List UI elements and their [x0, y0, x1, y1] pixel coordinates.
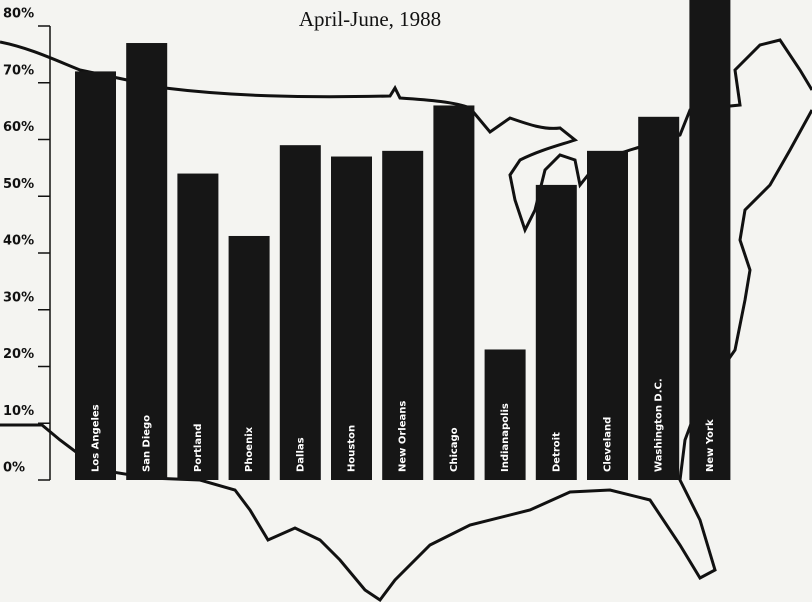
bar-label: Cleveland — [603, 417, 614, 472]
bar-label: New York — [705, 419, 716, 472]
bar — [484, 349, 526, 480]
bar — [75, 71, 116, 481]
y-tick-label: 30% — [3, 290, 34, 305]
bar-label: Washington D.C. — [654, 378, 665, 472]
y-tick-label: 70% — [3, 63, 34, 78]
bar-label: Houston — [347, 425, 358, 472]
bar — [279, 145, 321, 481]
bar — [689, 0, 731, 480]
bar-label: Dallas — [295, 437, 306, 472]
bar — [433, 105, 475, 480]
y-tick-label: 10% — [3, 404, 34, 419]
bar-label: New Orleans — [398, 401, 409, 472]
y-tick-label: 80% — [3, 7, 34, 22]
chart-title: April-June, 1988 — [299, 7, 441, 31]
y-tick-label: 40% — [3, 234, 34, 249]
bar — [126, 43, 168, 481]
bar-label: Indianapolis — [500, 403, 511, 472]
bar — [587, 150, 628, 480]
bar-label: Phoenix — [244, 426, 255, 472]
y-tick-label: 20% — [3, 347, 34, 362]
bar-label: San Diego — [142, 415, 153, 472]
y-tick-label: 60% — [3, 120, 34, 135]
bar-label: Chicago — [449, 427, 460, 472]
bar — [382, 150, 424, 480]
bar-label: Portland — [193, 424, 204, 472]
bar — [331, 156, 372, 480]
bar-label: Detroit — [551, 432, 562, 472]
bar-label: Los Angeles — [91, 404, 102, 472]
bar — [638, 116, 680, 481]
y-tick-label: 50% — [3, 177, 34, 192]
bar — [228, 235, 270, 480]
y-tick-label: 0% — [3, 461, 25, 476]
bar — [177, 173, 219, 481]
bar — [535, 184, 577, 480]
